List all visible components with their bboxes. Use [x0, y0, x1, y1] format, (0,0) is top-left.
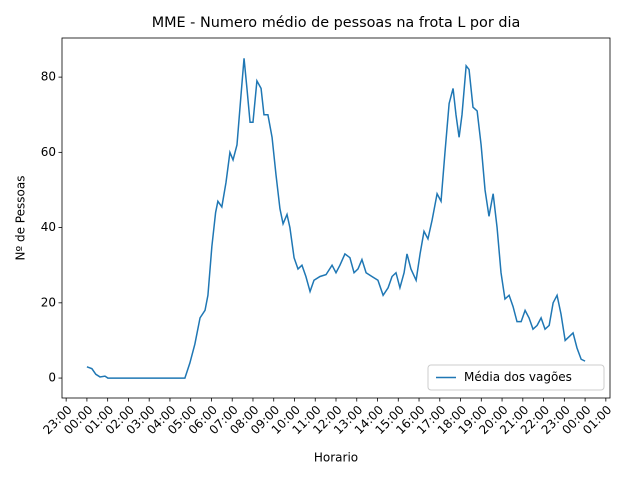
- legend-box: [427, 364, 605, 391]
- y-tick-label: 20: [41, 295, 56, 309]
- y-tick-label: 40: [41, 220, 56, 234]
- legend-label: Média dos vagões: [464, 370, 572, 384]
- data-line: [86, 58, 586, 379]
- plot-frame: [61, 37, 611, 399]
- x-axis-label: Horario: [314, 451, 358, 465]
- y-tick-label: 80: [41, 70, 56, 84]
- y-axis-label: Nº de Pessoas: [14, 176, 28, 261]
- y-tick-label: 0: [48, 371, 56, 385]
- chart-title: MME - Numero médio de pessoas na frota L…: [152, 15, 521, 31]
- y-tick-label: 60: [41, 145, 56, 159]
